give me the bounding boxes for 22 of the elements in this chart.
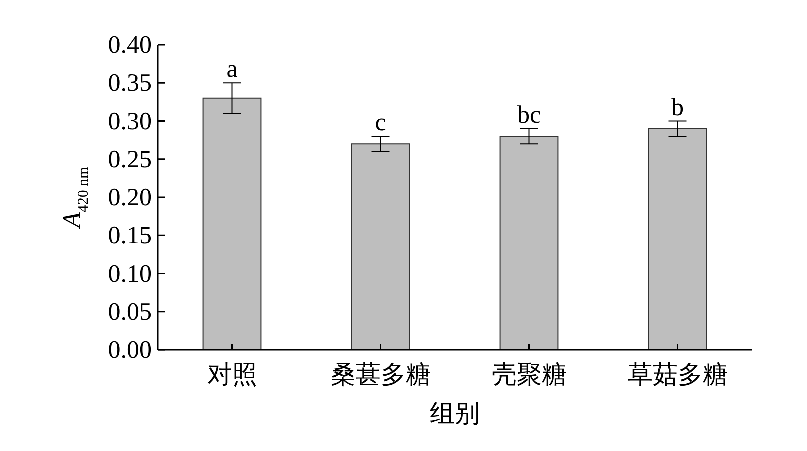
bar: [351, 144, 410, 350]
y-tick-label: 0.30: [108, 108, 152, 136]
y-tick-label: 0.00: [108, 337, 152, 364]
bar: [648, 128, 708, 350]
bar: [202, 98, 262, 350]
annotation: b: [672, 94, 684, 122]
x-tick-label: 草菇多糖: [628, 362, 728, 389]
annotation: a: [226, 56, 238, 84]
y-tick-label: 0.15: [108, 222, 152, 250]
bar: [500, 136, 559, 350]
annotation: c: [375, 110, 386, 136]
x-tick-label: 桑葚多糖: [330, 362, 431, 389]
y-tick-label: 0.40: [108, 32, 152, 59]
x-tick-label: 对照: [207, 362, 258, 389]
x-axis-title: 组别: [430, 401, 480, 428]
y-tick-label: 0.10: [108, 260, 152, 288]
annotation: bc: [517, 102, 542, 129]
y-tick-label: 0.35: [108, 70, 152, 98]
y-tick-label: 0.25: [108, 146, 152, 174]
y-tick-label: 0.20: [108, 184, 152, 212]
y-tick-label: 0.05: [108, 298, 152, 326]
x-tick-label: 壳聚糖: [492, 362, 567, 389]
